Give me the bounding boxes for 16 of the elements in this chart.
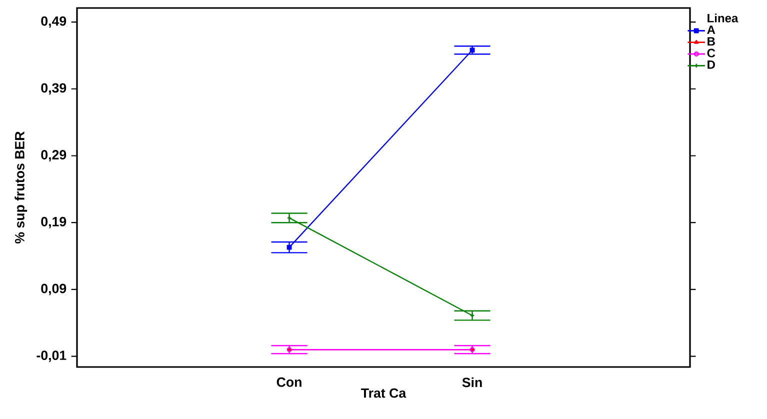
- x-tick-label: Sin: [462, 377, 482, 388]
- y-tick-label: 0,29: [41, 150, 66, 162]
- legend-title: Linea: [708, 14, 738, 22]
- legend-label: D: [708, 60, 715, 69]
- y-tick-label: -0,01: [36, 350, 66, 362]
- x-tick-label: Con: [276, 377, 302, 387]
- y-tick-label: 0,39: [41, 83, 66, 95]
- x-axis-title: Trat Ca: [361, 388, 406, 398]
- legend-label: A: [707, 26, 716, 34]
- legend-label: C: [707, 48, 716, 58]
- y-tick-label: 0,49: [41, 16, 66, 28]
- point: [286, 244, 292, 250]
- y-tick-label: 0,09: [41, 284, 66, 296]
- legend-label: B: [708, 37, 715, 46]
- y-axis-title: % sup frutos BER: [14, 131, 28, 244]
- y-tick-label: 0,19: [41, 216, 66, 228]
